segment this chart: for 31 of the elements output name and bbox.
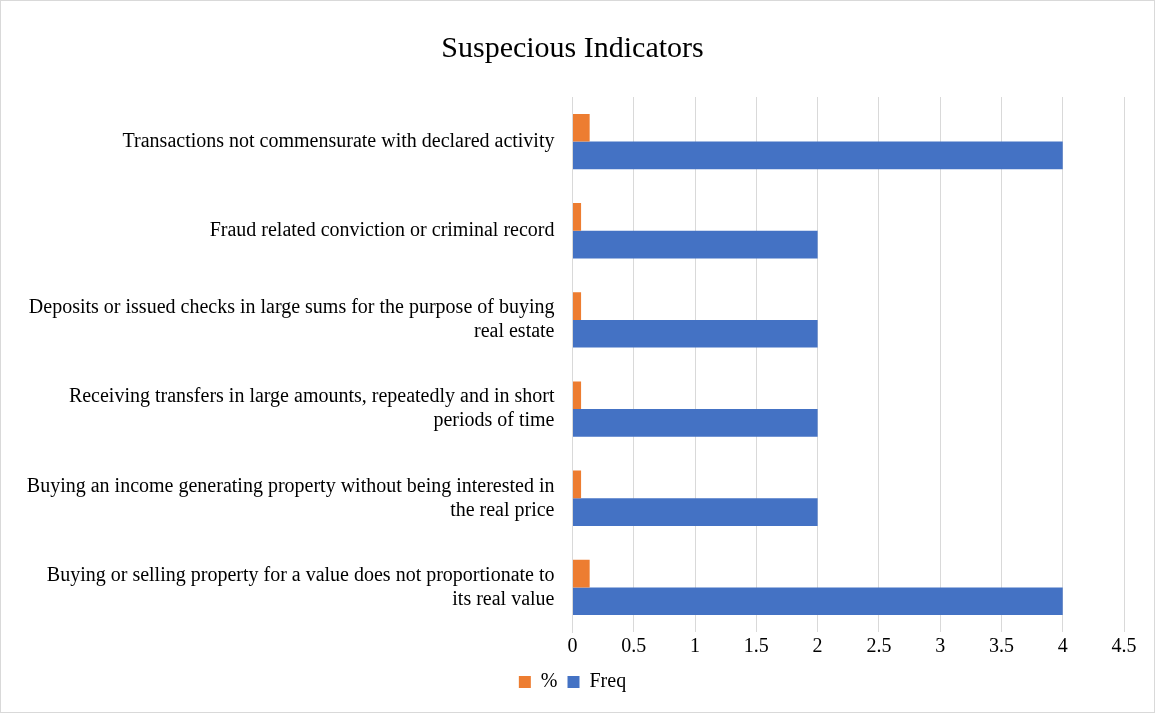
bar [573,559,590,588]
x-tick-label: 2 [812,634,823,657]
bar [573,498,818,526]
bar [573,319,818,348]
bar [573,230,818,259]
x-tick-label: 0.5 [621,634,647,657]
legend-label: % [540,669,558,692]
y-tick-label: Deposits or issued checks in large sums for the purpose of buying real estate [28,295,555,342]
x-tick-label: 2.5 [866,634,892,657]
x-tick-label: 1 [690,634,701,657]
y-tick-label: Receiving transfers in large amounts, repeatedly and in short periods of time [68,384,555,432]
y-tick-label: Buying or selling property for a value does not proportionate to its real value [46,562,555,609]
bar [573,587,1063,616]
x-tick-label: 4 [1057,634,1068,657]
y-tick-label: Buying an income generating property without being interested in the real price [26,473,555,521]
x-tick-label: 1.5 [743,634,769,657]
bar [573,113,590,142]
y-tick-label: Transactions not commensurate with declared activity [122,128,555,152]
bar [573,470,582,499]
bar [573,409,818,437]
x-tick-label: 3 [935,634,946,657]
bar [573,141,1063,170]
bar [573,203,582,231]
x-tick-label: 0 [567,634,578,657]
bar [573,292,582,320]
y-tick-label: Fraud related conviction or criminal record [209,218,555,240]
x-tick-label: 4.5 [1111,634,1137,657]
legend-label: Freq [589,669,627,693]
x-tick-label: 3.5 [988,634,1014,657]
chart-title: Suspecious Indicators [441,29,704,63]
bar [573,381,582,410]
